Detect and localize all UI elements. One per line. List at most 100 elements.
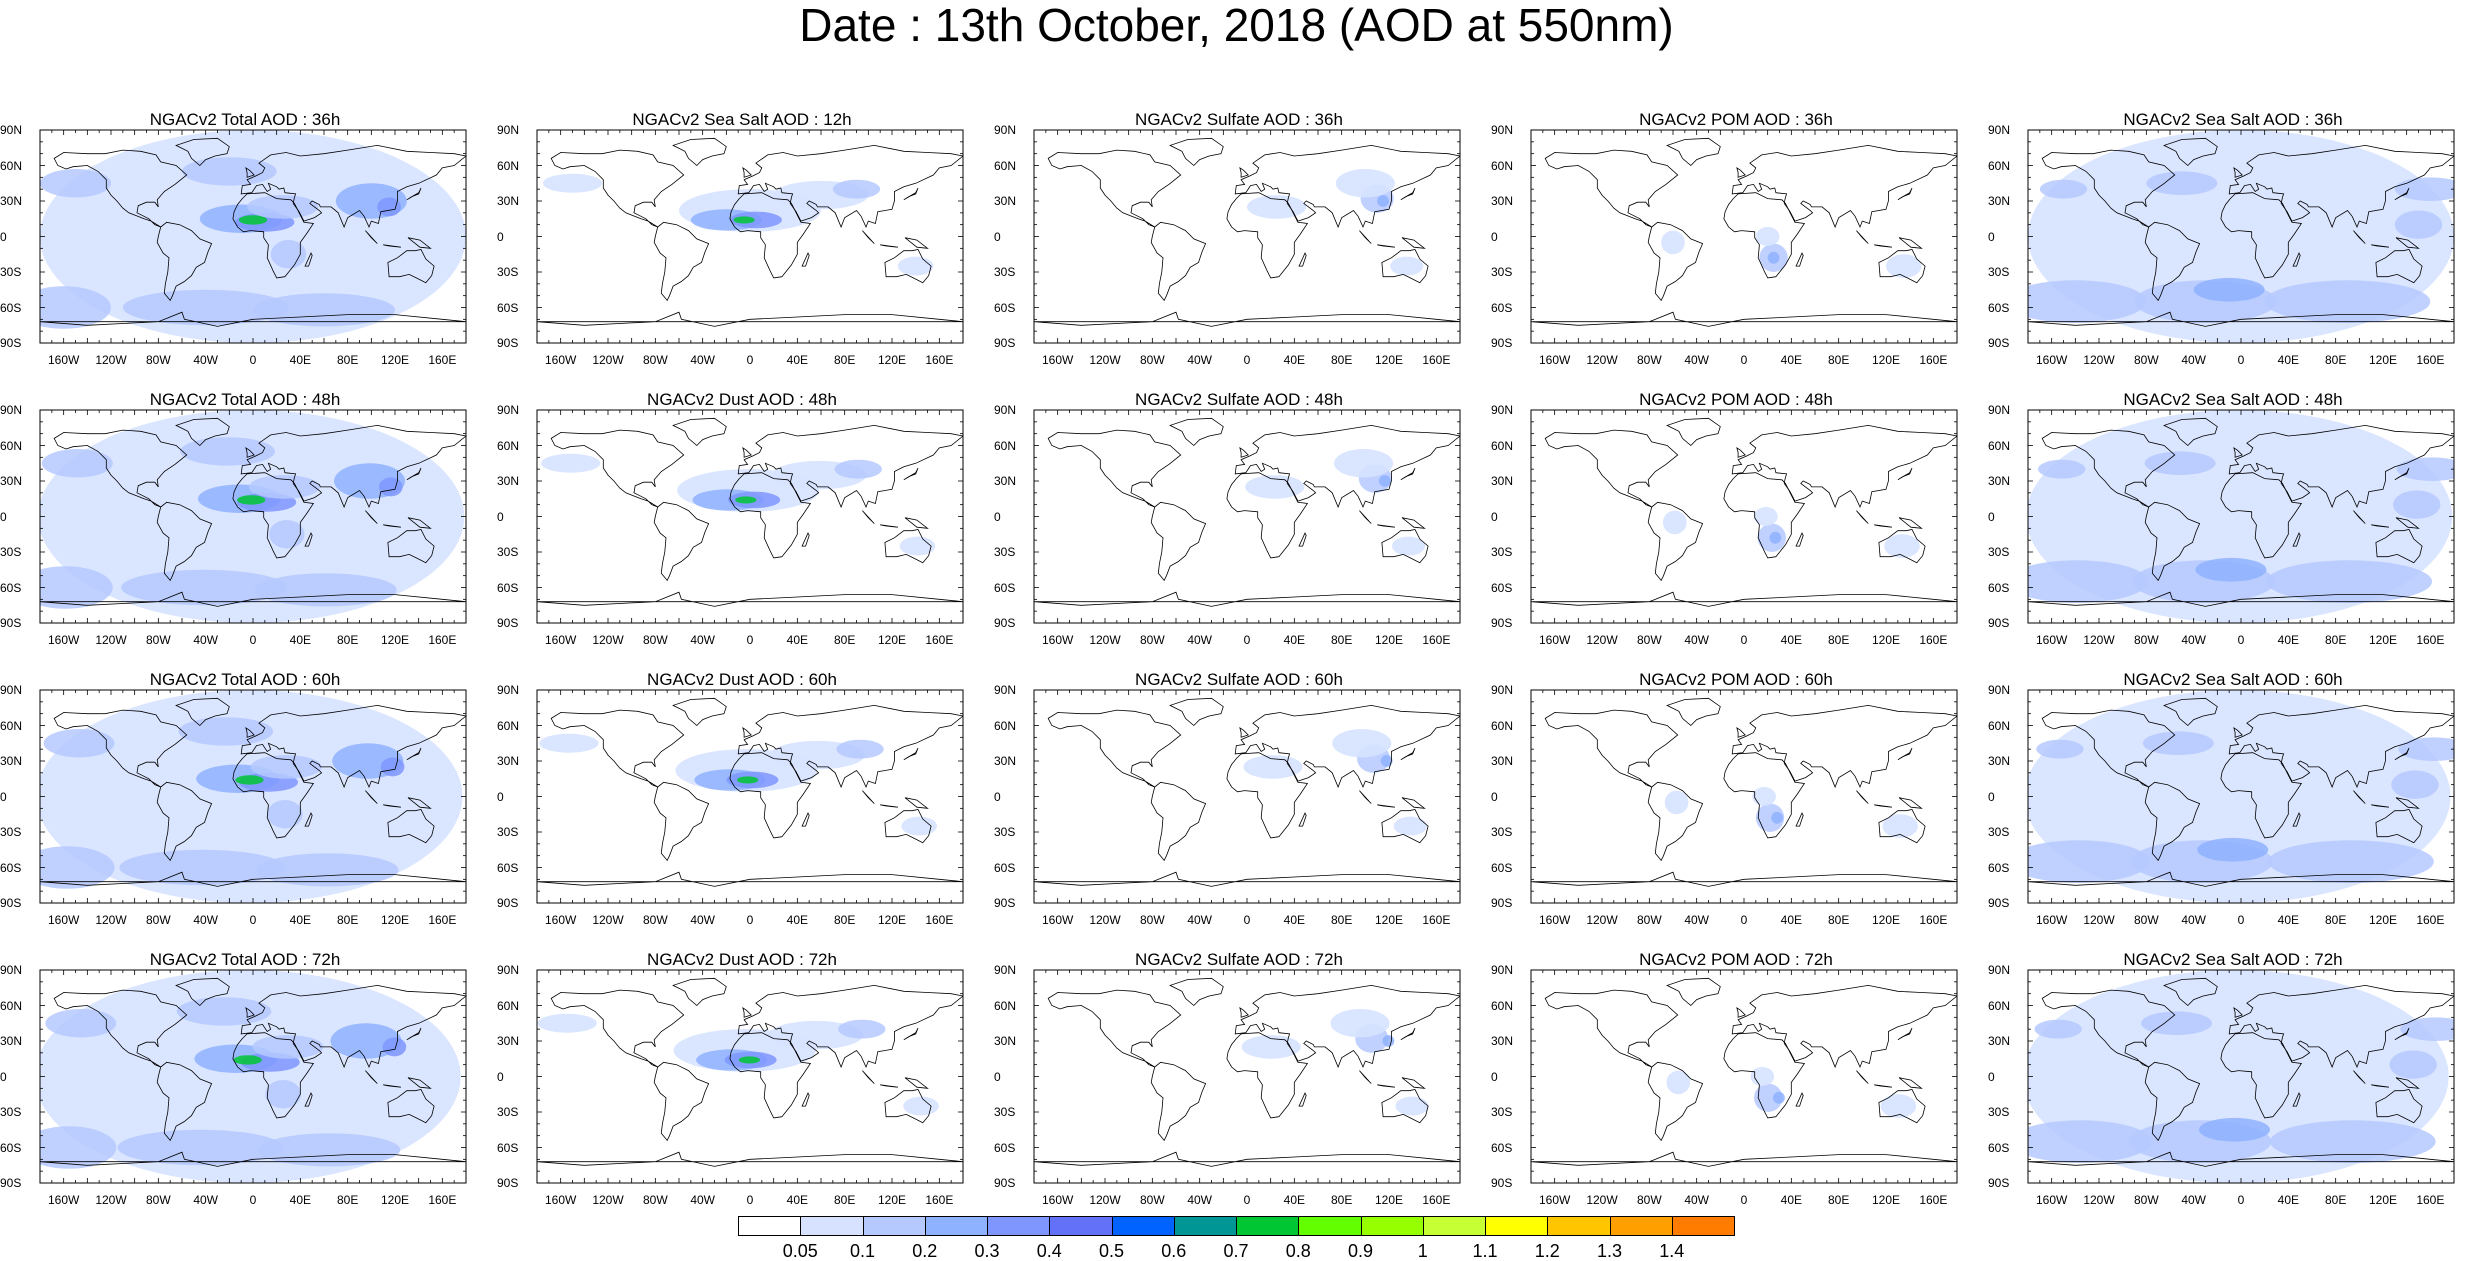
latitude-tick-label: 30N	[497, 754, 520, 768]
latitude-tick-label: 30S	[0, 545, 22, 559]
longitude-tick-label: 160E	[1422, 1193, 1451, 1207]
coastline	[1034, 591, 1460, 607]
longitude-tick-label: 0	[249, 1193, 257, 1207]
map-panel: NGACv2 Total AOD : 36h 90N 60N 30N 0 30S 60S 90…	[0, 110, 490, 367]
latitude-tick-label: 0	[1491, 1069, 1498, 1084]
coastline	[1400, 467, 1416, 481]
longitude-tick-label: 120E	[2368, 1193, 2398, 1207]
longitude-tick-label: 80E	[336, 353, 359, 367]
longitude-tick-label: 0	[249, 633, 257, 647]
longitude-tick-label: 0	[249, 353, 257, 367]
coastline	[240, 144, 466, 229]
longitude-tick-label: 80W	[1139, 1193, 1165, 1207]
latitude-tick-label: 90S	[0, 1176, 22, 1190]
aerosol-plume	[836, 739, 884, 759]
coastline	[742, 726, 752, 738]
coastline	[1544, 149, 1679, 228]
longitude-tick-label: 80E	[833, 1193, 856, 1207]
latitude-tick-label: 0	[0, 509, 7, 524]
longitude-tick-label: 160E	[2416, 353, 2445, 367]
latitude-tick-label: 0	[497, 509, 504, 524]
longitude-tick-label: 160W	[47, 633, 80, 647]
latitude-tick-label: 90N	[994, 403, 1017, 417]
coastline	[1531, 311, 1957, 327]
aerosol-plume	[2028, 1120, 2152, 1163]
coastline	[156, 781, 213, 862]
aerosol-plume	[1332, 729, 1392, 758]
longitude-tick-label: 40W	[690, 633, 715, 647]
longitude-tick-label: 160E	[1919, 633, 1948, 647]
map-panel: NGACv2 POM AOD : 48h 90N 60N 30N 0 30S 60S 90S 1…	[1491, 390, 1981, 647]
aerosol-plume	[1769, 531, 1782, 544]
aerosol-plume	[2028, 560, 2149, 603]
aerosol-plume	[838, 1019, 886, 1039]
colorbar-label: 0.1	[849, 1241, 876, 1261]
latitude-tick-label: 60S	[1988, 300, 2010, 315]
aerosol-plume	[40, 970, 461, 1183]
longitude-tick-label: 120E	[1871, 1193, 1901, 1207]
aerosol-plume	[903, 1096, 939, 1116]
coastline	[175, 417, 230, 447]
longitude-tick-label: 160E	[925, 353, 954, 367]
aerosol-plume	[270, 240, 307, 269]
aerosol-plume	[2195, 557, 2267, 582]
aerosol-plume	[1393, 816, 1427, 836]
longitude-tick-label: 0	[1740, 633, 1748, 647]
aerosol-plume	[43, 729, 115, 758]
coastline	[1544, 709, 1679, 788]
coastline	[884, 809, 932, 844]
coastline	[2228, 144, 2454, 229]
coastline	[1381, 809, 1429, 844]
longitude-tick-label: 160E	[428, 353, 457, 367]
latitude-tick-label: 90N	[1491, 403, 1514, 417]
coastline	[2228, 424, 2454, 509]
panel-title: NGACv2 Total AOD : 72h	[149, 950, 341, 969]
coastline	[2028, 311, 2454, 327]
latitude-tick-label: 90N	[497, 123, 520, 137]
map-panel: NGACv2 Dust AOD : 72h 90N 60N 30N 0 30S 60S 90S…	[497, 950, 987, 1207]
world-map	[1530, 129, 1958, 344]
aerosol-plume	[2146, 171, 2218, 196]
coastline	[1856, 1070, 1869, 1084]
latitude-tick-label: 90N	[994, 963, 1017, 977]
aerosol-plume	[541, 453, 601, 473]
aerosol-plume	[2028, 280, 2147, 323]
longitude-tick-label: 0	[2237, 1193, 2245, 1207]
aerosol-plume	[1886, 254, 1922, 278]
panel-title: NGACv2 Sulfate AOD : 36h	[1135, 110, 1343, 129]
longitude-tick-label: 40W	[1187, 633, 1212, 647]
aerosol-plume	[2264, 280, 2431, 323]
longitude-tick-label: 160E	[2416, 633, 2445, 647]
aerosol-plume	[40, 566, 113, 609]
panel-title: NGACv2 Dust AOD : 72h	[647, 950, 837, 969]
aerosol-plume	[735, 496, 757, 504]
latitude-tick-label: 30S	[1491, 265, 1513, 279]
colorbar-swatch	[862, 1216, 926, 1236]
coastline	[1666, 977, 1721, 1007]
latitude-tick-label: 30S	[0, 825, 22, 839]
latitude-tick-label: 60S	[1988, 860, 2010, 875]
aerosol-plume	[2391, 770, 2439, 799]
coastline	[653, 501, 710, 582]
aerosol-plume	[2396, 457, 2454, 481]
longitude-tick-label: 120E	[1374, 353, 1404, 367]
coastline	[1381, 529, 1429, 564]
longitude-tick-label: 80W	[2133, 353, 2159, 367]
longitude-tick-label: 40W	[1187, 353, 1212, 367]
coastline	[2395, 1077, 2420, 1089]
coastline	[2028, 871, 2454, 887]
longitude-tick-label: 160W	[2035, 913, 2068, 927]
latitude-tick-label: 60S	[0, 1140, 22, 1155]
map-panel: NGACv2 Sulfate AOD : 48h 90N 60N 30N 0 30S 60S…	[994, 390, 1484, 647]
coastline	[2394, 467, 2410, 481]
coastline	[304, 252, 313, 267]
coastline	[1377, 524, 1395, 528]
latitude-tick-label: 60S	[0, 300, 22, 315]
coastline	[406, 1027, 422, 1041]
longitude-tick-label: 80W	[145, 353, 171, 367]
latitude-tick-label: 60N	[994, 158, 1017, 173]
colorbar-swatch	[800, 1216, 864, 1236]
longitude-tick-label: 120E	[877, 913, 907, 927]
aerosol-plume	[2394, 177, 2454, 201]
aerosol-plume	[380, 757, 405, 777]
